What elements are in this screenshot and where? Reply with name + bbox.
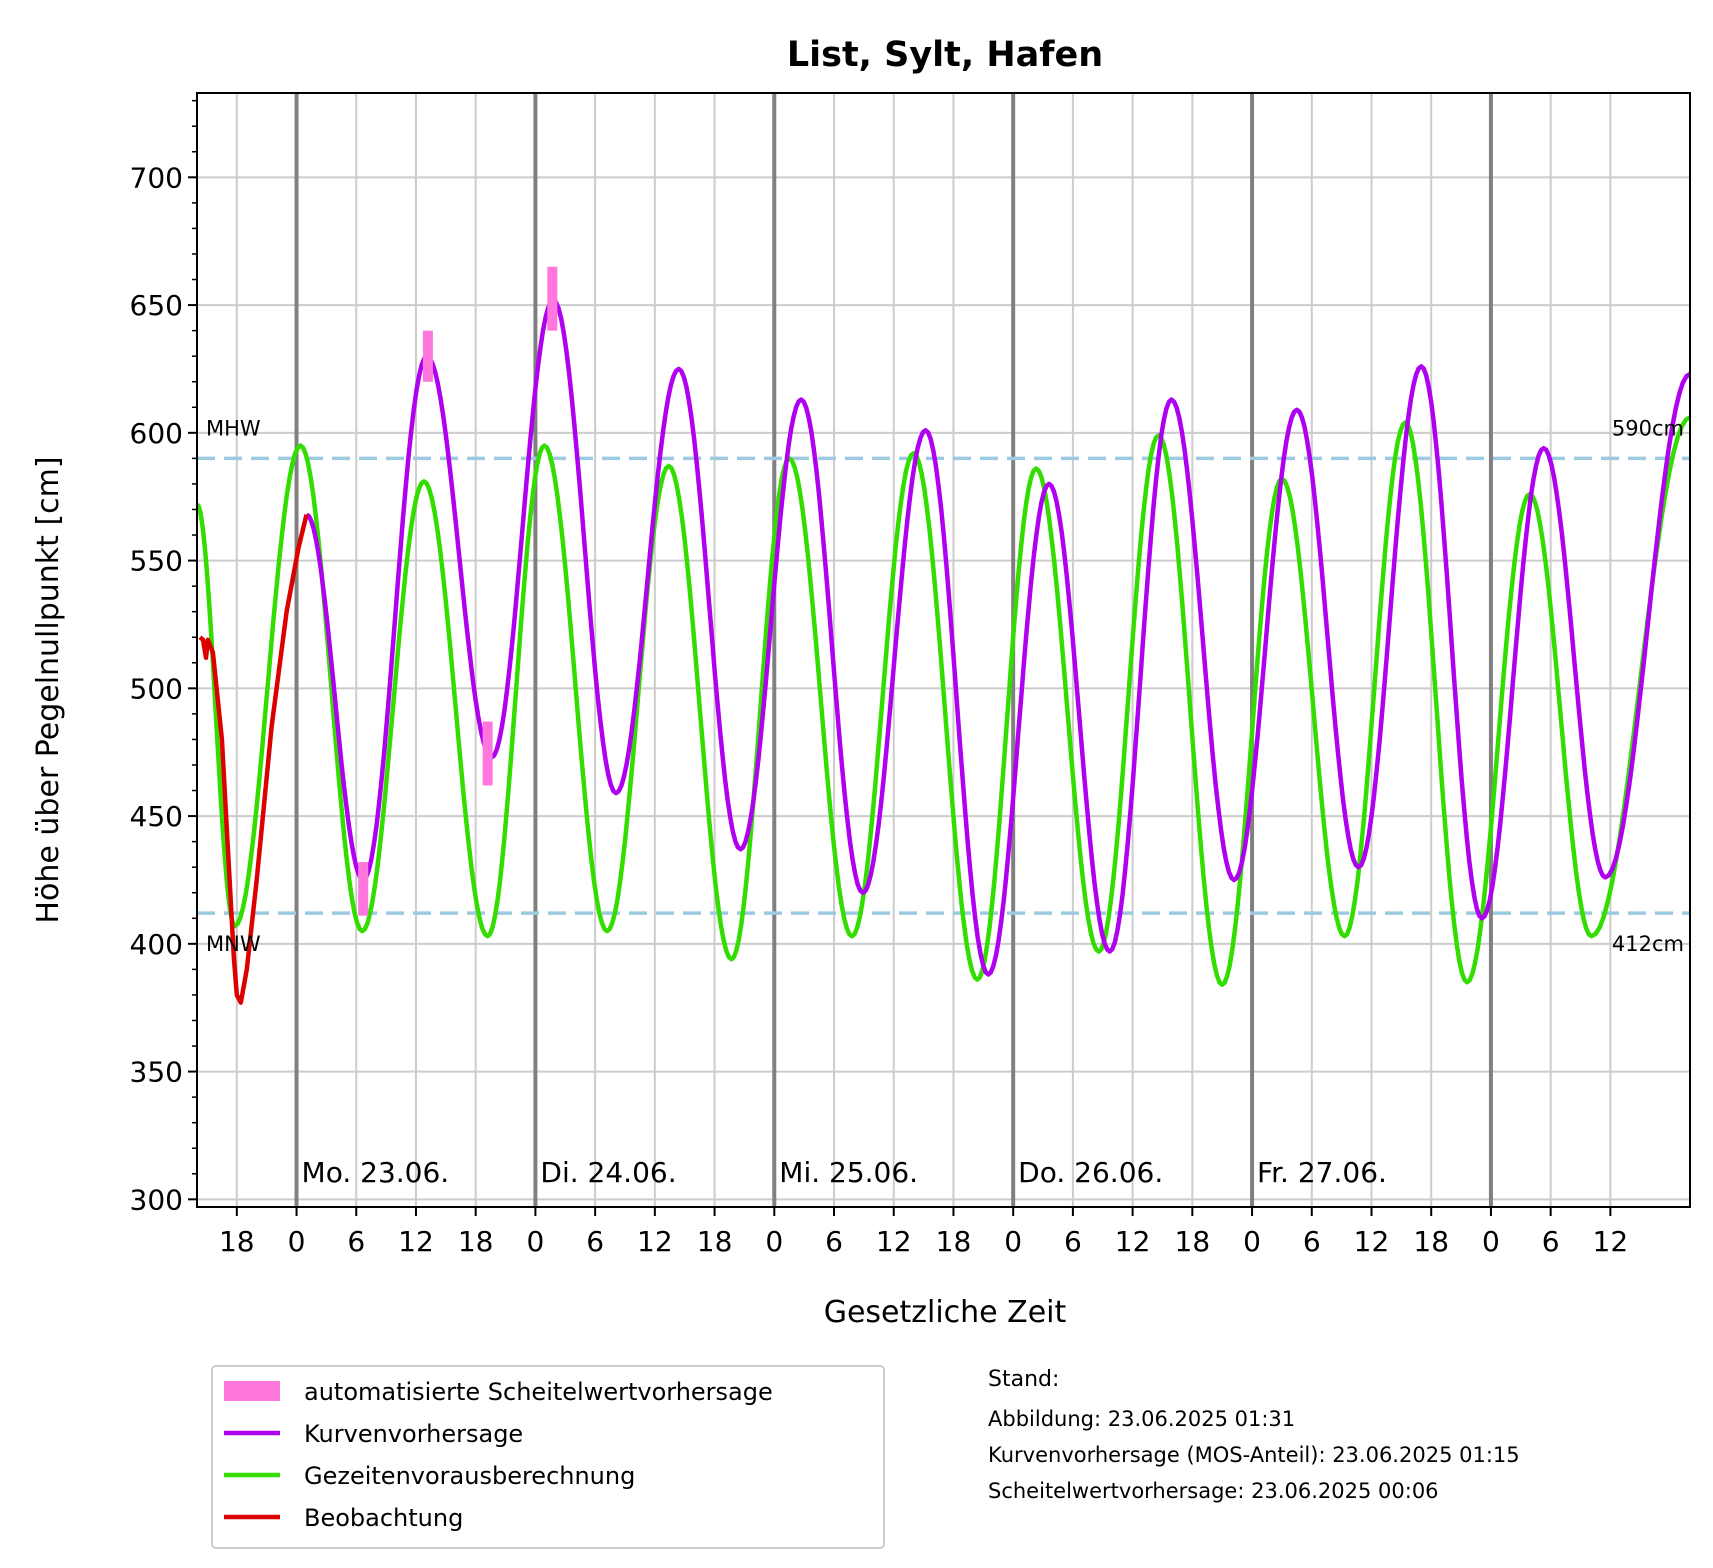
y-tick-label: 550 — [130, 545, 183, 578]
series-line-beobachtung — [198, 514, 309, 1005]
x-tick-label: 6 — [347, 1225, 365, 1258]
series-group — [197, 266, 1690, 1005]
crest-forecast-bar — [422, 330, 433, 382]
x-tick-label: 6 — [1064, 1225, 1082, 1258]
y-tick-label: 500 — [130, 672, 183, 705]
stand-line-scheitelwertvorhersage: Scheitelwertvorhersage: 23.06.2025 00:06 — [988, 1479, 1439, 1503]
crest-forecast-bar — [547, 266, 558, 331]
series-line-kurvenvorhersage — [305, 297, 1690, 977]
crest-forecast-bar — [482, 721, 493, 786]
reference-value-mnw: 412cm — [1612, 932, 1684, 956]
crest-forecast-bar — [358, 862, 369, 916]
y-axis-label: Höhe über Pegelnullpunkt [cm] — [31, 456, 66, 923]
x-tick-label: 6 — [1542, 1225, 1560, 1258]
day-label: Mo. 23.06. — [302, 1156, 450, 1189]
day-label: Fr. 27.06. — [1257, 1156, 1387, 1189]
stand-line-abbildung: Abbildung: 23.06.2025 01:31 — [988, 1407, 1295, 1431]
x-tick-label: 0 — [288, 1225, 306, 1258]
x-tick-label: 6 — [1303, 1225, 1321, 1258]
plot-frame — [196, 92, 1691, 1208]
series-line-gezeitenvorausberechnung — [197, 415, 1690, 987]
x-tick-label: 18 — [1175, 1225, 1211, 1258]
x-tick-label: 0 — [765, 1225, 783, 1258]
x-tick-label: 0 — [1482, 1225, 1500, 1258]
y-tick-label: 300 — [130, 1183, 183, 1216]
x-tick-label: 0 — [526, 1225, 544, 1258]
day-label: Mi. 25.06. — [779, 1156, 918, 1189]
y-tick-label: 600 — [130, 417, 183, 450]
y-tick-label: 350 — [130, 1056, 183, 1089]
x-tick-label: 18 — [936, 1225, 972, 1258]
x-tick-label: 12 — [398, 1225, 434, 1258]
x-tick-label: 12 — [1115, 1225, 1151, 1258]
legend-label: Gezeitenvorausberechnung — [304, 1462, 635, 1490]
x-tick-label: 12 — [876, 1225, 912, 1258]
reference-name-mhw: MHW — [206, 416, 261, 440]
day-label: Do. 26.06. — [1018, 1156, 1163, 1189]
legend-label: Beobachtung — [304, 1504, 463, 1532]
y-tick-label: 650 — [130, 289, 183, 322]
y-tick-label: 450 — [130, 800, 183, 833]
x-tick-label: 12 — [1354, 1225, 1390, 1258]
legend-frame — [211, 1365, 885, 1549]
day-label: Di. 24.06. — [540, 1156, 676, 1189]
x-axis-label: Gesetzliche Zeit — [824, 1295, 1067, 1330]
y-tick-label: 700 — [130, 161, 183, 194]
x-tick-label: 0 — [1004, 1225, 1022, 1258]
stand-heading: Stand: — [988, 1367, 1059, 1392]
x-tick-label: 12 — [637, 1225, 673, 1258]
x-tick-label: 0 — [1243, 1225, 1261, 1258]
reference-name-mnw: MNW — [206, 932, 261, 956]
stand-info: Stand: Abbildung: 23.06.2025 01:31 Kurve… — [988, 1367, 1520, 1503]
x-tick-label: 18 — [1413, 1225, 1449, 1258]
x-tick-label: 6 — [825, 1225, 843, 1258]
chart-title: List, Sylt, Hafen — [787, 35, 1103, 75]
x-tick-label: 18 — [219, 1225, 255, 1258]
legend-swatch — [224, 1381, 280, 1401]
x-tick-label: 18 — [458, 1225, 494, 1258]
x-tick-label: 6 — [586, 1225, 604, 1258]
legend-label: automatisierte Scheitelwertvorhersage — [304, 1378, 773, 1406]
stand-line-kurvenvorhersage: Kurvenvorhersage (MOS-Anteil): 23.06.202… — [988, 1443, 1520, 1467]
legend: automatisierte Scheitelwertvorhersage Kur… — [211, 1365, 885, 1549]
x-tick-label: 12 — [1593, 1225, 1629, 1258]
legend-label: Kurvenvorhersage — [304, 1420, 523, 1448]
x-tick-label: 18 — [697, 1225, 733, 1258]
reference-value-mhw: 590cm — [1612, 416, 1684, 440]
y-tick-label: 400 — [130, 928, 183, 961]
